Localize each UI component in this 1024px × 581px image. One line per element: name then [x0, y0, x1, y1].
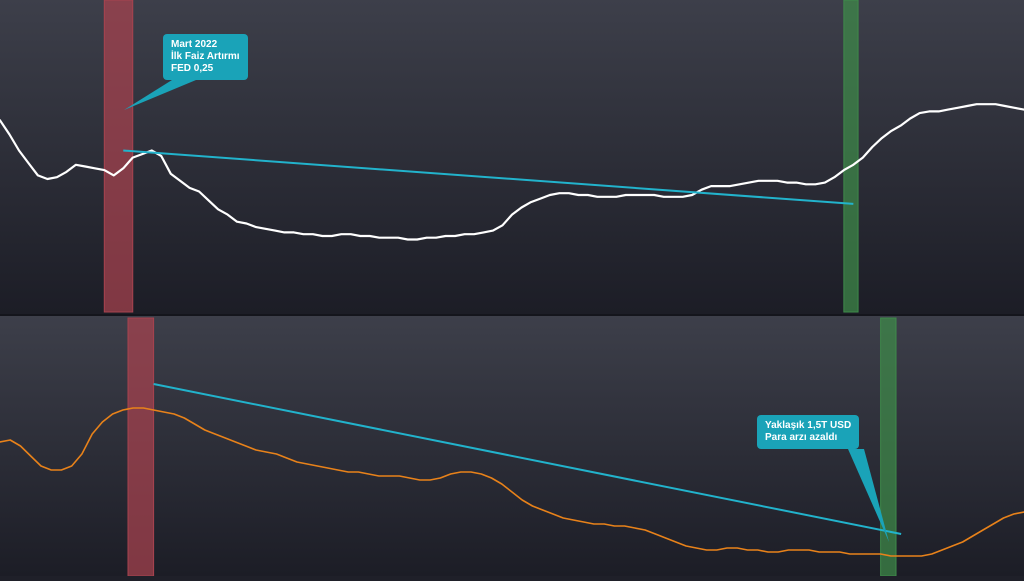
bottom-panel-hike-band — [127, 317, 155, 577]
top-panel-end-band — [843, 0, 859, 313]
rate-hike-callout-pointer — [124, 80, 196, 110]
bottom-panel-end-band — [880, 317, 897, 577]
money-supply-callout-line2: Para arzı azaldı — [765, 432, 838, 443]
money-supply-callout-pointer — [848, 449, 889, 542]
top-panel-trendline — [123, 149, 854, 205]
money-supply-callout-line1: Yaklaşık 1,5T USD — [765, 420, 852, 431]
rate-hike-callout: Mart 2022 İlk Faiz Artırmı FED 0,25 — [163, 34, 248, 80]
money-supply-callout: Yaklaşık 1,5T USD Para arzı azaldı — [757, 415, 860, 449]
top-panel-hike-band — [103, 0, 134, 313]
panel-separator — [0, 314, 1024, 316]
rate-hike-callout-line1: Mart 2022 — [171, 39, 218, 50]
rate-hike-callout-line3: FED 0,25 — [171, 63, 214, 74]
top-panel-series-line — [0, 103, 1024, 241]
bottom-panel-series-line — [0, 407, 1024, 557]
top-panel-background — [0, 0, 1024, 314]
bottom-panel-trendline — [153, 383, 902, 535]
rate-hike-callout-line2: İlk Faiz Artırmı — [171, 51, 240, 62]
